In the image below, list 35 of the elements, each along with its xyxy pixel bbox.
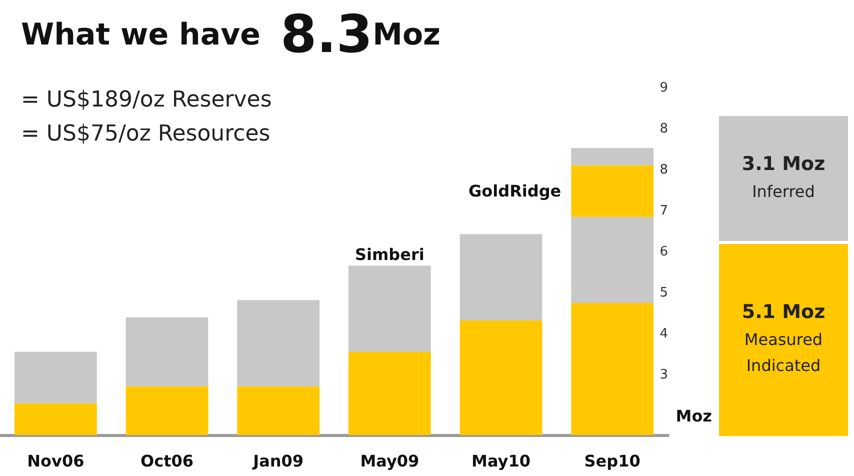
x-tick-label: Jan09	[252, 452, 304, 470]
y-axis-title: Moz	[676, 406, 712, 426]
chart-subtitle: = US$189/oz Reserves = US$75/oz Resources	[21, 88, 272, 146]
upper-card: 3.1 Moz Inferred	[719, 116, 848, 241]
annotation: 7	[660, 204, 668, 218]
text: 9	[660, 80, 668, 96]
bar	[14, 403, 97, 435]
annotation: GoldRidge	[468, 182, 562, 201]
text: 8	[660, 122, 668, 136]
x-tick-label: Oct06	[140, 452, 194, 470]
lower-card: 5.1 Moz Measured Indicated	[719, 244, 848, 436]
bar	[126, 386, 208, 435]
annotation: 5	[660, 286, 668, 300]
bar	[348, 266, 431, 352]
bar	[460, 320, 542, 435]
bar	[14, 352, 97, 404]
x-tick-label: May10	[472, 452, 530, 470]
bar	[237, 300, 320, 386]
bar	[571, 302, 654, 435]
x-tick-label: Nov06	[27, 452, 84, 470]
annotation: 3	[660, 368, 668, 382]
bar	[571, 165, 654, 217]
bar	[460, 234, 542, 320]
bar	[237, 386, 320, 435]
bar	[348, 352, 431, 435]
bar	[126, 317, 208, 386]
bar	[571, 148, 654, 166]
chart-title: What we have	[21, 18, 260, 52]
annotation: Simberi	[354, 245, 424, 264]
x-tick-label: May09	[360, 452, 420, 470]
annotation: 8	[660, 162, 668, 178]
x-tick-label: Sep10	[584, 452, 640, 470]
annotation: 4	[660, 326, 668, 342]
bar	[571, 216, 654, 303]
annotation: 6	[660, 244, 668, 260]
